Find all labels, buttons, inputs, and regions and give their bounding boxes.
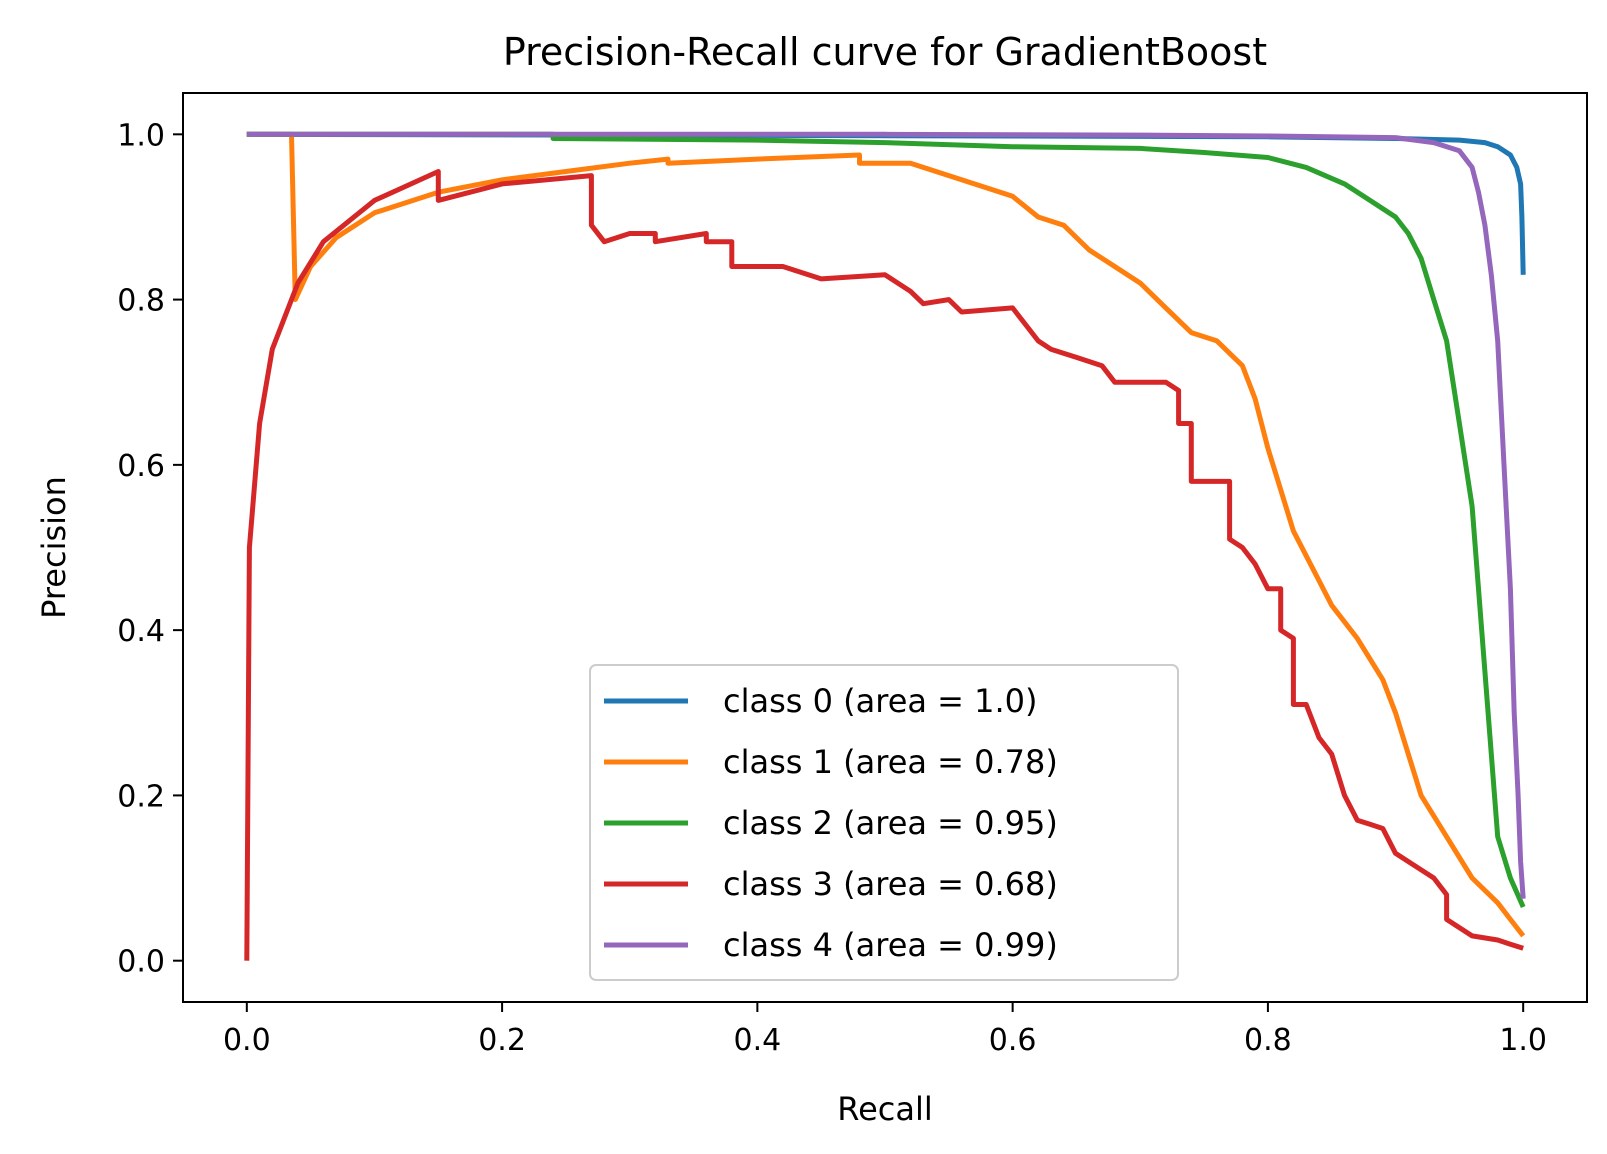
series-line-class-1 <box>246 131 1526 938</box>
y-tick-label: 0.2 <box>117 779 165 814</box>
legend-box <box>589 664 1179 981</box>
x-axis-label: Recall <box>837 1090 932 1128</box>
y-axis-label: Precision <box>35 476 73 619</box>
y-tick-label: 0.8 <box>117 284 165 319</box>
x-axis-ticks: 0.0 0.2 0.4 0.6 0.8 1.0 <box>223 1002 1547 1058</box>
x-tick-label: 0.0 <box>223 1023 271 1058</box>
legend-label-class-4: class 4 (area = 0.99) <box>723 926 1058 964</box>
series-line-class-4 <box>246 131 1526 899</box>
x-tick-label: 0.6 <box>989 1023 1037 1058</box>
y-tick-label: 0.0 <box>117 945 165 980</box>
legend-label-class-3: class 3 (area = 0.68) <box>723 865 1058 903</box>
legend: class 0 (area = 1.0) class 1 (area = 0.78… <box>589 664 1179 981</box>
legend-label-class-0: class 0 (area = 1.0) <box>723 682 1038 720</box>
x-tick-label: 0.8 <box>1244 1023 1292 1058</box>
x-tick-label: 0.4 <box>734 1023 782 1058</box>
chart-title: Precision-Recall curve for GradientBoost <box>503 30 1267 74</box>
y-axis-ticks: 0.0 0.2 0.4 0.6 0.8 1.0 <box>117 118 183 980</box>
series-line-class-2 <box>246 131 1526 909</box>
y-tick-label: 0.4 <box>117 614 165 649</box>
series-lines <box>244 131 1526 961</box>
y-tick-label: 0.6 <box>117 449 165 484</box>
y-tick-label: 1.0 <box>117 118 165 153</box>
x-tick-label: 0.2 <box>478 1023 526 1058</box>
legend-label-class-2: class 2 (area = 0.95) <box>723 804 1058 842</box>
x-tick-label: 1.0 <box>1499 1023 1547 1058</box>
legend-label-class-1: class 1 (area = 0.78) <box>723 743 1058 781</box>
series-line-class-3 <box>244 169 1524 961</box>
